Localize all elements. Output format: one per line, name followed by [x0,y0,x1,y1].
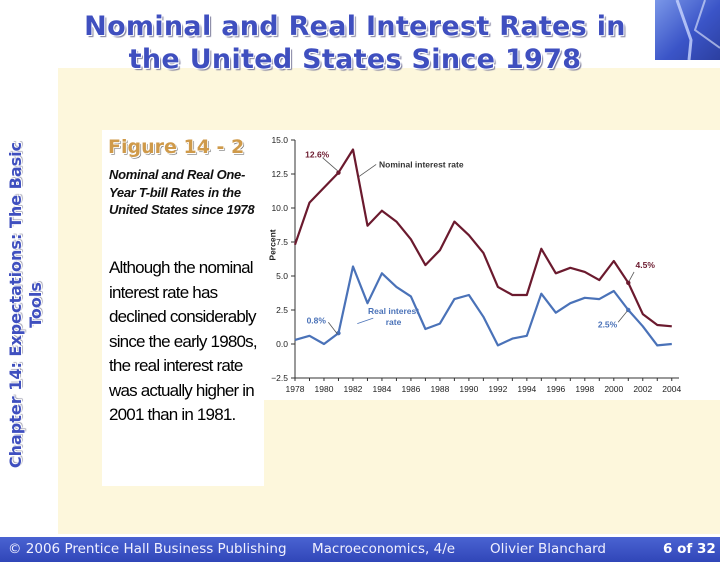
real-label-leader [357,317,374,324]
chapter-side-label-line1: Chapter 14: Expectations: The Basic [6,141,25,469]
annotation-leader [617,310,628,323]
nominal-series-label: Nominal interest rate [379,159,464,169]
annotation-label: 0.8% [307,316,327,326]
corner-decoration-icon [675,0,720,60]
annotation-leader [328,321,338,335]
x-tick-label: 2004 [662,384,681,394]
real-series-label-line2: rate [386,317,402,327]
figure-caption: Nominal and Real One-Year T-bill Rates i… [109,167,255,217]
annotation-label: 2.5% [598,320,618,330]
x-tick-label: 2002 [633,384,652,394]
figure-text-panel [102,130,264,486]
annotation-leader [628,271,635,281]
annotation-label: 4.5% [636,260,656,270]
footer-book: Macroeconomics, 4/e [312,541,456,557]
footer-bar: © 2006 Prentice Hall Business Publishing… [0,537,720,562]
figure-label: Figure 14 - 2 [108,136,245,158]
annotation-marker [626,280,631,285]
annotation-label: 12.6% [305,150,330,160]
y-tick-label: −2.5 [271,373,288,383]
chapter-side-label-line2: Tools [26,282,45,328]
y-tick-label: 0.0 [276,339,288,349]
x-tick-label: 1982 [344,384,363,394]
x-tick-label: 1998 [575,384,594,394]
footer-copyright: © 2006 Prentice Hall Business Publishing [8,541,287,557]
y-tick-label: 10.0 [271,203,288,213]
y-tick-label: 12.5 [271,169,288,179]
x-tick-label: 1978 [286,384,305,394]
nominal-label-leader [358,164,377,178]
chapter-side-label: Chapter 14: Expectations: The Basic Tool… [6,95,48,515]
footer-author: Olivier Blanchard [490,541,606,557]
x-tick-label: 1992 [488,384,507,394]
y-axis-label: Percent [267,229,277,260]
y-tick-label: 5.0 [276,271,288,281]
x-tick-label: 1996 [546,384,565,394]
x-tick-label: 1990 [459,384,478,394]
slide-title-line1: Nominal and Real Interest Rates in [84,11,626,42]
real-rate-line [294,265,672,347]
x-tick-label: 1980 [315,384,334,394]
y-tick-label: 2.5 [276,305,288,315]
footer-page-number: 6 of 32 [663,541,716,557]
annotation-marker [336,330,341,336]
y-tick-label: 15.0 [271,135,288,145]
slide-title-line2: the United States Since 1978 [128,44,582,75]
x-tick-label: 2000 [604,384,623,394]
slide-title: Nominal and Real Interest Rates in the U… [60,10,650,76]
real-series-label-line1: Real interest [368,306,419,316]
x-tick-label: 1994 [517,384,536,394]
x-tick-label: 1988 [430,384,449,394]
annotation-marker [336,170,341,175]
x-tick-label: 1984 [372,384,391,394]
y-tick-label: 7.5 [276,237,288,247]
nominal-rate-line [293,148,672,328]
chart-background [264,130,720,400]
x-tick-label: 1986 [401,384,420,394]
corner-decoration [655,0,720,60]
annotation-leader [322,157,338,171]
figure-body-text: Although the nominal interest rate has d… [109,258,258,424]
